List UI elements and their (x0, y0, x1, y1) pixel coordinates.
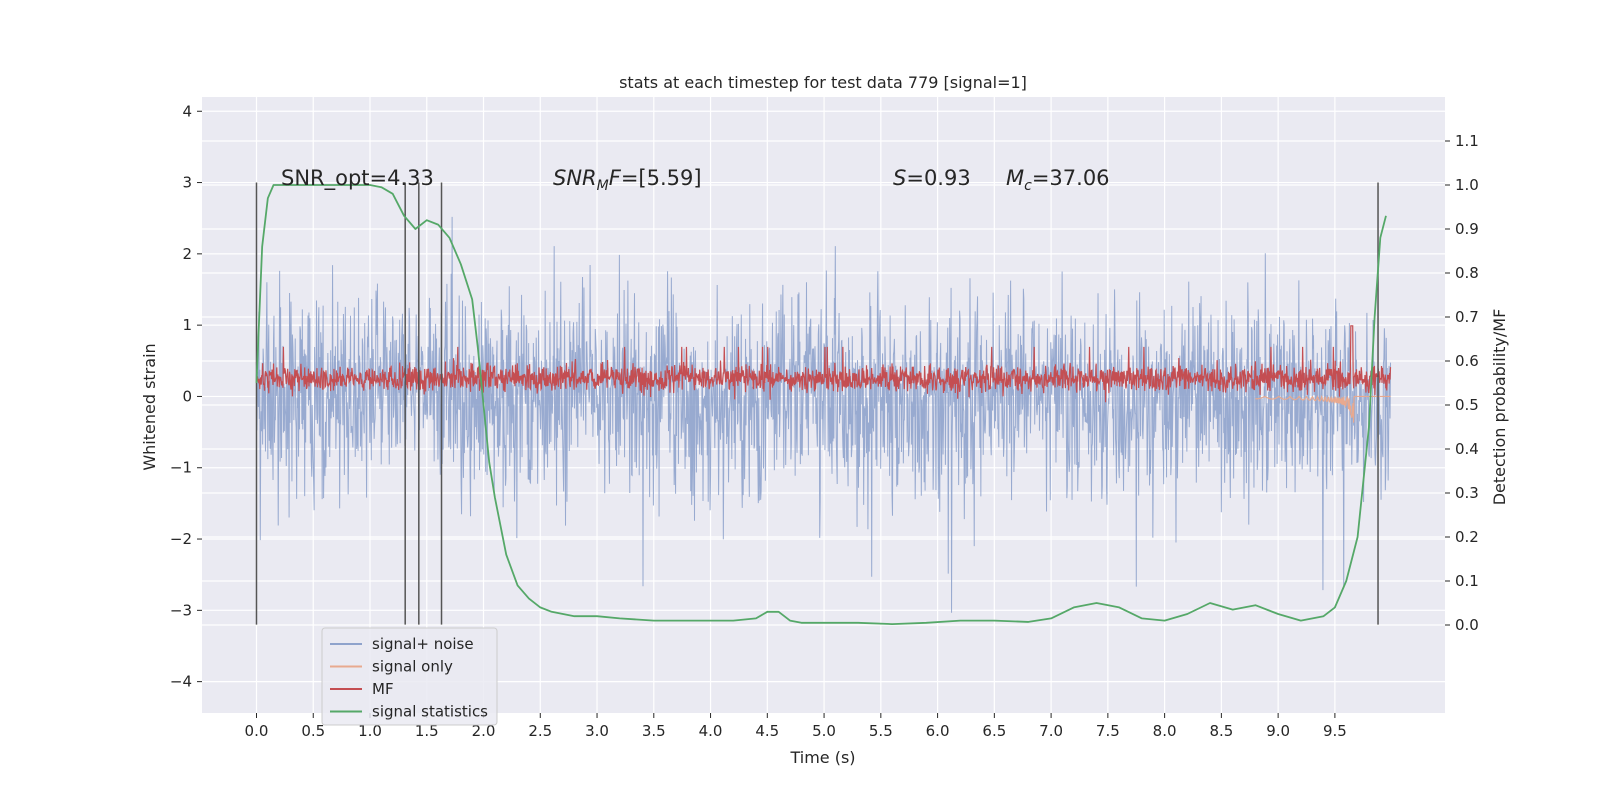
y-right-axis-label: Detection probability/MF (1490, 309, 1509, 506)
x-tick-label: 4.0 (699, 722, 723, 740)
y-left-tick-label: −1 (170, 459, 192, 477)
y-right-tick-label: 0.5 (1455, 396, 1479, 414)
x-tick-labels: 0.0 0.5 1.0 1.5 2.0 2.5 3.0 3.5 4.0 4.5 5.0 5.5 6.0 6… (245, 713, 1347, 740)
x-tick-label: 4.5 (755, 722, 779, 740)
annotation-snr-opt: SNR_opt=4.33 (281, 166, 434, 191)
y-left-tick-label: 1 (182, 316, 192, 334)
x-tick-label: 9.0 (1266, 722, 1290, 740)
y-right-tick-label: 0.7 (1455, 308, 1479, 326)
y-left-tick-label: −4 (170, 673, 192, 691)
x-axis-label: Time (s) (789, 748, 855, 767)
annotation-snr-mf: SNRMF=[5.59] (553, 166, 702, 194)
signal-noise-line (255, 216, 1392, 613)
y-right-tick-label: 0.6 (1455, 352, 1479, 370)
x-tick-label: 8.5 (1209, 722, 1233, 740)
y-right-tick-label: 0.0 (1455, 616, 1479, 634)
y-left-tick-label: −3 (170, 601, 192, 619)
y-left-tick-label: 3 (182, 174, 192, 192)
legend-label: MF (372, 680, 394, 698)
x-tick-label: 0.0 (245, 722, 269, 740)
x-tick-label: 5.5 (869, 722, 893, 740)
legend-label: signal statistics (372, 703, 488, 721)
y-right-tick-label: 0.4 (1455, 440, 1479, 458)
x-tick-label: 6.5 (982, 722, 1006, 740)
signal-only-line (1255, 394, 1391, 423)
legend: signal+ noise signal only MF signal statist… (321, 627, 498, 726)
legend-label: signal+ noise (372, 635, 474, 653)
mf-line (255, 325, 1392, 403)
chart-title: stats at each timestep for test data 779… (619, 73, 1027, 92)
y-left-tick-labels: −4 −3 −2 −1 0 1 2 3 4 (170, 102, 202, 691)
signal-only-series (1255, 394, 1391, 423)
x-tick-label: 3.5 (642, 722, 666, 740)
x-tick-label: 2.0 (472, 722, 496, 740)
x-tick-label: 8.0 (1153, 722, 1177, 740)
y-left-axis-label: Whitened strain (140, 343, 159, 470)
y-right-tick-label: 1.1 (1455, 132, 1479, 150)
x-tick-label: 2.5 (528, 722, 552, 740)
x-tick-label: 7.5 (1096, 722, 1120, 740)
y-right-tick-labels: 0.0 0.1 0.2 0.3 0.4 0.5 0.6 0.7 0.8 0.9 1.0 1.1 (1445, 132, 1479, 634)
x-tick-label: 3.0 (585, 722, 609, 740)
event-vertical-lines (255, 182, 1379, 625)
legend-label: signal only (372, 658, 453, 676)
mf-series (255, 325, 1392, 403)
x-tick-label: 0.5 (301, 722, 325, 740)
legend-box (321, 627, 498, 726)
signal-statistics-series (255, 184, 1387, 626)
y-right-tick-label: 0.3 (1455, 484, 1479, 502)
signal-noise-series (255, 216, 1392, 613)
signal-statistics-line (255, 184, 1387, 626)
y-left-tick-label: 2 (182, 245, 192, 263)
x-tick-label: 1.5 (415, 722, 439, 740)
x-tick-label: 5.0 (812, 722, 836, 740)
y-right-tick-label: 0.8 (1455, 264, 1479, 282)
y-right-tick-label: 0.2 (1455, 528, 1479, 546)
y-right-tick-label: 0.1 (1455, 572, 1479, 590)
y-left-tick-label: −2 (170, 530, 192, 548)
y-left-tick-label: 4 (182, 102, 192, 120)
x-tick-label: 9.5 (1323, 722, 1347, 740)
x-tick-label: 7.0 (1039, 722, 1063, 740)
x-tick-label: 1.0 (358, 722, 382, 740)
annotation-s-stat: S=0.93 (893, 166, 971, 190)
annotation-mc: Mc=37.06 (1006, 166, 1110, 194)
y-left-tick-label: 0 (182, 387, 192, 405)
x-tick-label: 6.0 (926, 722, 950, 740)
y-right-tick-label: 0.9 (1455, 220, 1479, 238)
y-right-tick-label: 1.0 (1455, 176, 1479, 194)
